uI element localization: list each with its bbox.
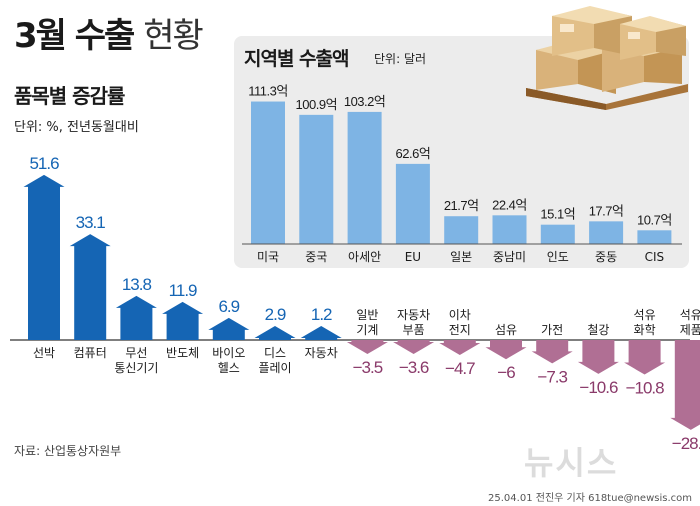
page-title: 3월 수출 현황 xyxy=(14,8,204,57)
watermark: 뉴시스 xyxy=(524,444,619,482)
region-chart-unit: 단위: 달러 xyxy=(374,52,427,66)
item-bar xyxy=(670,340,700,430)
region-category-label: 미국 xyxy=(257,250,279,264)
region-category-label: CIS xyxy=(645,250,665,264)
item-bar xyxy=(69,234,111,340)
item-category-label: 섬유 xyxy=(495,323,517,337)
item-value-label: 33.1 xyxy=(76,213,106,232)
region-bar xyxy=(251,101,285,244)
item-bar xyxy=(208,317,250,340)
item-bar xyxy=(624,340,666,375)
region-category-label: EU xyxy=(405,250,421,264)
item-value-label: −10.6 xyxy=(579,378,618,397)
region-value-label: 22.4억 xyxy=(492,197,527,212)
item-category-label: 철강 xyxy=(587,323,609,337)
item-bar xyxy=(254,326,296,340)
item-value-label: 1.2 xyxy=(311,305,332,324)
item-bar xyxy=(23,174,65,340)
region-value-label: 100.9억 xyxy=(296,97,338,112)
item-value-label: −7.3 xyxy=(537,367,567,386)
region-value-label: 111.3억 xyxy=(248,84,288,99)
item-bar xyxy=(577,340,619,374)
item-value-label: −10.8 xyxy=(626,379,665,398)
region-category-label: 중남미 xyxy=(493,250,526,264)
item-bar xyxy=(162,301,204,340)
item-chart-unit: 단위: %, 전년동월대비 xyxy=(14,120,139,135)
region-bar xyxy=(444,216,479,244)
source-note: 자료: 산업통상자원부 xyxy=(14,444,122,458)
item-category-label: 반도체 xyxy=(166,346,199,360)
boxes-on-pallet-icon xyxy=(526,6,688,110)
item-bar xyxy=(300,326,342,340)
region-bar xyxy=(347,111,382,245)
region-bar xyxy=(637,230,672,244)
region-value-label: 17.7억 xyxy=(589,203,624,218)
region-chart-title: 지역별 수출액 xyxy=(244,48,349,70)
item-category-label: 자동차 xyxy=(305,346,338,360)
item-value-label: −6 xyxy=(497,363,515,382)
region-bar xyxy=(492,215,527,244)
item-value-label: −4.7 xyxy=(445,359,475,378)
title-bold: 3월 수출 xyxy=(14,16,135,56)
item-bar xyxy=(346,340,388,354)
item-value-label: −3.5 xyxy=(353,358,383,377)
item-value-label: 2.9 xyxy=(265,305,286,324)
region-category-label: 중동 xyxy=(595,250,617,264)
item-category-label: 바이오 헬스 xyxy=(212,346,245,375)
region-category-label: 중국 xyxy=(305,250,327,264)
region-value-label: 62.6억 xyxy=(396,146,431,161)
item-category-label: 일반 기계 xyxy=(356,308,378,337)
item-value-label: 6.9 xyxy=(218,297,239,316)
title-light: 현황 xyxy=(143,16,204,56)
item-chart-title: 품목별 증감률 xyxy=(14,84,125,108)
item-bar xyxy=(439,340,481,356)
item-category-label: 컴퓨터 xyxy=(74,346,107,360)
item-value-label: 11.9 xyxy=(169,281,197,300)
item-category-label: 자동차 부품 xyxy=(397,308,430,337)
item-bar xyxy=(485,340,527,360)
region-value-label: 15.1억 xyxy=(540,207,575,222)
item-category-label: 석유 화학 xyxy=(634,308,656,337)
item-value-label: 51.6 xyxy=(29,154,59,173)
region-category-label: 일본 xyxy=(450,250,472,264)
item-category-label: 선박 xyxy=(33,346,55,360)
region-value-label: 10.7억 xyxy=(637,212,672,227)
item-category-label: 석유 제품 xyxy=(680,308,700,337)
credit-line: 25.04.01 전진우 기자 618tue@newsis.com xyxy=(488,493,692,504)
item-bar xyxy=(393,340,435,354)
item-value-label: −28.1 xyxy=(672,434,700,453)
region-bar xyxy=(299,114,334,245)
item-category-label: 이차 전지 xyxy=(449,308,471,337)
item-category-label: 가전 xyxy=(541,323,563,337)
item-bar xyxy=(531,340,573,364)
item-bar xyxy=(115,295,157,340)
region-bar xyxy=(395,163,430,244)
region-bar xyxy=(589,221,624,244)
region-value-label: 103.2억 xyxy=(344,94,386,109)
region-value-label: 21.7억 xyxy=(444,198,479,213)
item-category-label: 무선 통신기기 xyxy=(114,346,158,375)
region-bar xyxy=(540,224,575,244)
item-value-label: 13.8 xyxy=(122,275,152,294)
item-category-label: 디스 플레이 xyxy=(258,346,291,375)
item-value-label: −3.6 xyxy=(399,358,429,377)
region-category-label: 아세안 xyxy=(348,250,381,264)
region-category-label: 인도 xyxy=(547,250,569,264)
